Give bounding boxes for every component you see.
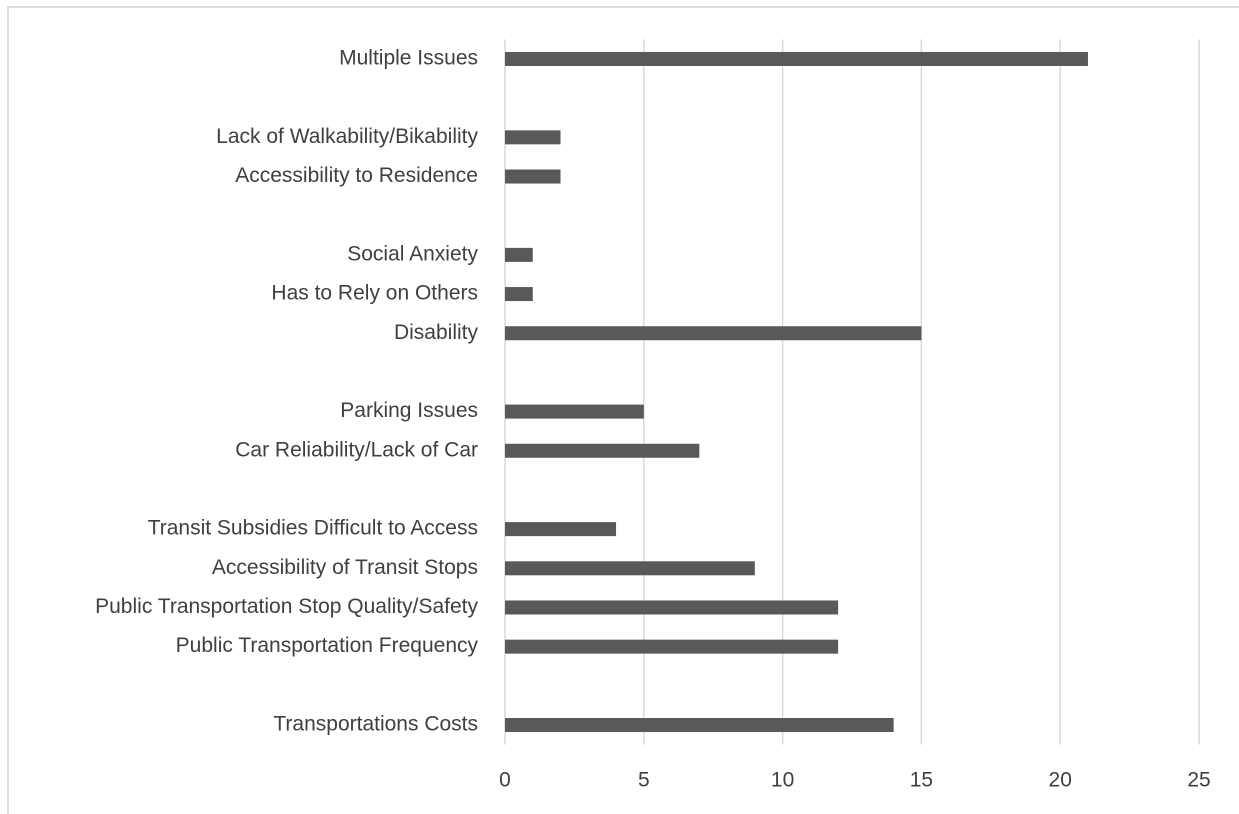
- x-tick-label: 15: [910, 769, 933, 792]
- y-tick-label: Lack of Walkability/Bikability: [216, 125, 478, 148]
- y-tick-label: Public Transportation Stop Quality/Safet…: [95, 595, 478, 618]
- x-tick-label: 0: [499, 769, 511, 792]
- y-tick-label: Public Transportation Frequency: [176, 634, 479, 657]
- y-tick-label: Has to Rely on Others: [271, 282, 478, 305]
- bar: [505, 718, 894, 733]
- x-tick-label: 25: [1187, 769, 1210, 792]
- chart-frame: [7, 6, 1239, 814]
- bar: [505, 169, 561, 184]
- bar: [505, 130, 561, 145]
- y-tick-label: Disability: [394, 321, 479, 344]
- y-tick-label: Car Reliability/Lack of Car: [235, 438, 478, 461]
- bar: [505, 247, 533, 262]
- bar: [505, 600, 839, 615]
- x-tick-label: 10: [771, 769, 794, 792]
- y-tick-label: Accessibility of Transit Stops: [212, 556, 478, 579]
- bar: [505, 639, 839, 654]
- y-tick-label: Transportations Costs: [273, 713, 478, 736]
- y-tick-label: Transit Subsidies Difficult to Access: [148, 517, 478, 540]
- bar: [505, 522, 617, 537]
- bar: [505, 51, 1088, 66]
- y-tick-label: Accessibility to Residence: [235, 164, 478, 187]
- x-tick-label: 20: [1049, 769, 1072, 792]
- y-tick-label: Social Anxiety: [347, 242, 478, 265]
- bar: [505, 287, 533, 302]
- bar: [505, 443, 700, 458]
- bar: [505, 561, 755, 576]
- bar: [505, 404, 644, 419]
- y-tick-label: Parking Issues: [340, 399, 478, 422]
- y-tick-label: Multiple Issues: [339, 47, 478, 70]
- bar: [505, 326, 922, 341]
- x-tick-label: 5: [638, 769, 650, 792]
